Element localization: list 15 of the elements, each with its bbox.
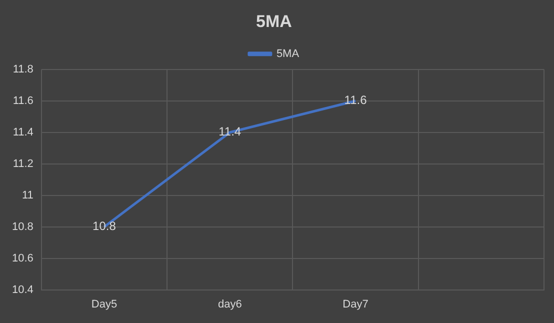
y-tick-label: 11.4 — [12, 126, 34, 138]
y-tick-label: 11.6 — [12, 94, 34, 107]
y-tick-label: 11 — [22, 189, 34, 202]
x-tick-label: Day7 — [342, 298, 368, 310]
y-tick-label: 10.6 — [12, 252, 34, 264]
y-tick-label: 10.8 — [12, 220, 34, 233]
data-label: 11.6 — [344, 93, 368, 108]
x-tick-label: Day5 — [91, 298, 118, 310]
x-tick-label: day6 — [218, 298, 242, 310]
data-label: 10.8 — [92, 219, 116, 234]
chart-title: 5MA — [256, 12, 292, 31]
legend-label: 5MA — [276, 48, 300, 60]
y-tick-label: 11.2 — [12, 158, 34, 170]
y-tick-label: 11.8 — [12, 63, 34, 76]
y-tick-label: 10.4 — [12, 284, 34, 296]
